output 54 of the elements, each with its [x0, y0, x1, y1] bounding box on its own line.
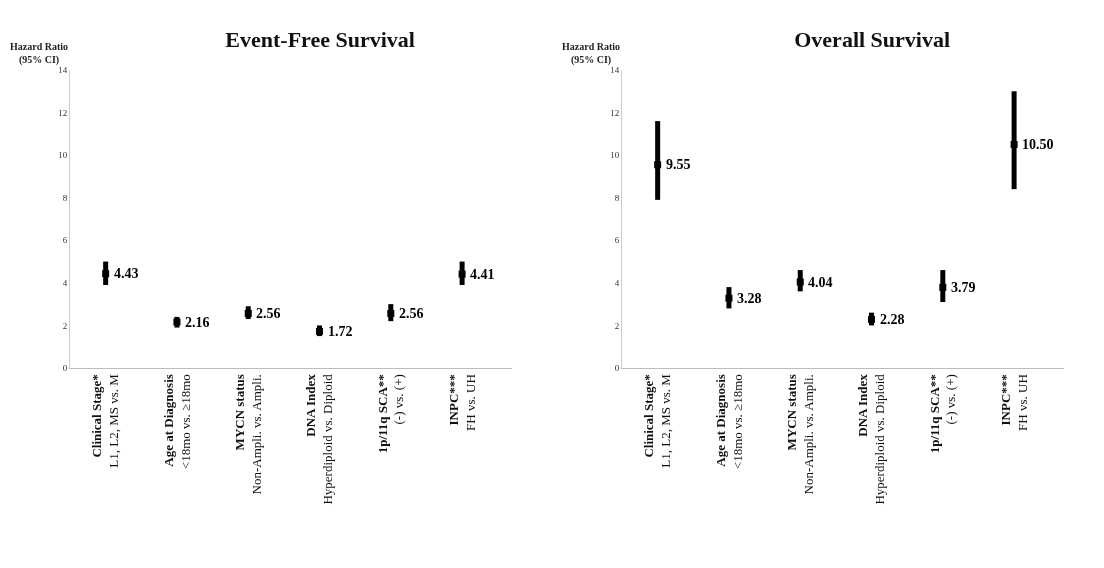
data-label: 10.50	[1022, 137, 1054, 152]
y-tick-label: 12	[58, 107, 68, 118]
point	[725, 294, 733, 302]
x-tick-label: Age at Diagnosis <18mo vs. ≥18mo	[712, 374, 745, 470]
data-label: 2.28	[880, 312, 905, 327]
y-tick-label: 4	[614, 278, 620, 289]
data-label: 1.72	[328, 324, 353, 339]
y-tick-label: 0	[614, 363, 620, 374]
point	[244, 310, 252, 318]
y-tick-label: 2	[62, 320, 68, 331]
y-tick-label: 14	[58, 65, 68, 76]
data-label: 9.55	[666, 157, 691, 172]
point	[1010, 141, 1018, 148]
point	[654, 161, 662, 169]
x-tick-label: INPC*** FH vs. UH	[445, 374, 478, 431]
x-tick-label: 1p/11q SCA** (-) vs. (+)	[374, 374, 407, 454]
x-tick-label: MYCN status Non-Ampli. vs. Ampli.	[232, 374, 264, 495]
y-tick-label: 6	[62, 235, 68, 246]
chart-title: Overall Survival	[794, 27, 951, 53]
y-tick-label: 14	[610, 65, 620, 76]
data-label: 2.16	[185, 315, 210, 330]
y-tick-label: 10	[58, 150, 68, 161]
y-tick-label: 0	[62, 363, 68, 374]
point	[458, 270, 466, 278]
y-tick-label: 8	[62, 192, 68, 203]
y-tick-label: 4	[62, 278, 68, 289]
point	[796, 278, 804, 286]
x-tick-label: MYCN status Non-Ampli. vs. Ampli.	[784, 374, 816, 495]
point	[939, 283, 947, 291]
data-label: 4.04	[808, 275, 833, 290]
y-tick-label: 2	[614, 320, 620, 331]
x-tick-label: INPC*** FH vs. UH	[997, 374, 1030, 431]
data-label: 3.28	[737, 291, 762, 306]
point	[102, 270, 110, 278]
data-label: 2.56	[256, 306, 281, 321]
y-tick-label: 6	[614, 235, 620, 246]
data-label: 4.41	[470, 267, 495, 282]
y-axis-title: Hazard Ratio (95% CI)	[10, 41, 69, 66]
x-tick-label: Clinical Stage* L1, L2, MS vs. M	[641, 373, 674, 468]
data-label: 4.43	[114, 266, 139, 281]
point	[868, 315, 876, 323]
x-tick-label: 1p/11q SCA** (-) vs. (+)	[926, 374, 959, 454]
data-label: 3.79	[951, 280, 976, 295]
data-label: 2.56	[399, 306, 424, 321]
x-tick-label: Age at Diagnosis <18mo vs. ≥18mo	[160, 374, 193, 470]
y-axis-title: Hazard Ratio (95% CI)	[562, 41, 621, 66]
x-tick-label: DNA Index Hyperdiploid vs. Diploid	[855, 373, 888, 505]
y-tick-label: 12	[610, 107, 620, 118]
x-tick-label: DNA Index Hyperdiploid vs. Diploid	[303, 373, 336, 505]
y-tick-label: 10	[610, 150, 620, 161]
chart-title: Event-Free Survival	[225, 27, 415, 53]
point	[387, 310, 395, 318]
y-tick-label: 8	[614, 192, 620, 203]
x-tick-label: Clinical Stage* L1, L2, MS vs. M	[89, 373, 122, 468]
